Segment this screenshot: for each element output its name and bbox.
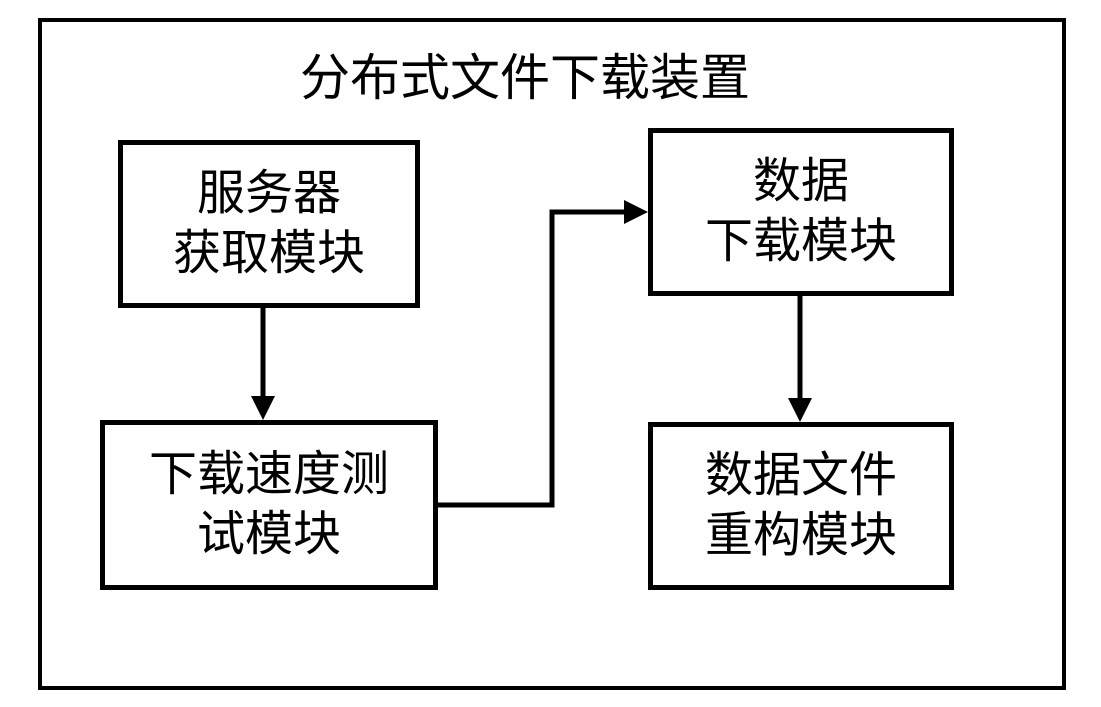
data-file-reconstruct-module: 数据文件 重构模块 (648, 422, 954, 590)
module-label-line: 下载速度测 (149, 445, 389, 505)
download-speed-test-module: 下载速度测 试模块 (100, 420, 438, 590)
server-acquire-module: 服务器 获取模块 (118, 140, 420, 308)
module-label-line: 数据 (753, 152, 849, 212)
module-label-line: 重构模块 (705, 506, 897, 566)
module-label-line: 数据文件 (705, 446, 897, 506)
module-label-line: 下载模块 (705, 212, 897, 272)
module-label-line: 试模块 (197, 505, 341, 565)
diagram-canvas: 分布式文件下载装置 服务器 获取模块 下载速度测 试模块 数据 下载模块 数据文… (0, 0, 1101, 707)
module-label-line: 服务器 (197, 164, 341, 224)
module-label-line: 获取模块 (173, 224, 365, 284)
diagram-title: 分布式文件下载装置 (300, 38, 750, 110)
data-download-module: 数据 下载模块 (648, 128, 954, 296)
